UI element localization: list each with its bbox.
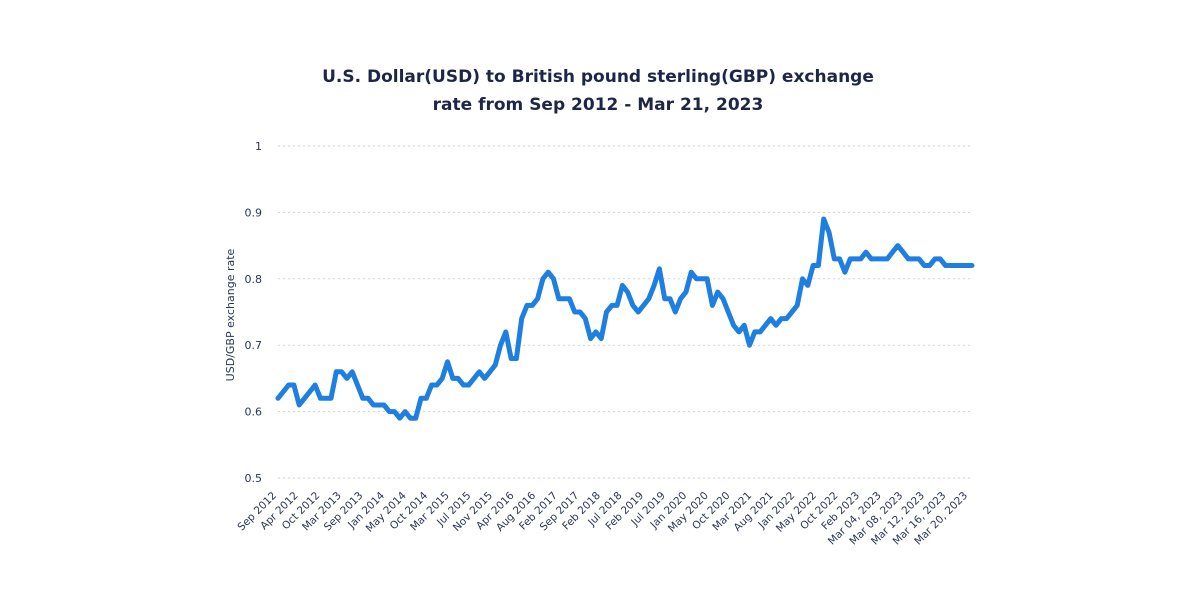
y-axis-label: USD/GBP exchange rate — [224, 248, 237, 381]
series-line — [275, 216, 975, 421]
y-tick-label: 0.9 — [245, 206, 263, 219]
gridlines — [278, 145, 972, 479]
y-axis-ticks: 0.5 0.6 0.7 0.8 0.9 1 — [245, 140, 263, 485]
chart-title-line2: rate from Sep 2012 - Mar 21, 2023 — [433, 95, 764, 115]
y-tick-label: 0.8 — [245, 273, 263, 286]
series-group — [275, 216, 975, 421]
chart-title-line1: U.S. Dollar(USD) to British pound sterli… — [322, 67, 874, 87]
y-tick-label: 0.6 — [245, 406, 263, 419]
y-tick-label: 0.5 — [245, 472, 263, 485]
y-tick-label: 0.7 — [245, 339, 263, 352]
y-tick-label: 1 — [255, 140, 262, 153]
